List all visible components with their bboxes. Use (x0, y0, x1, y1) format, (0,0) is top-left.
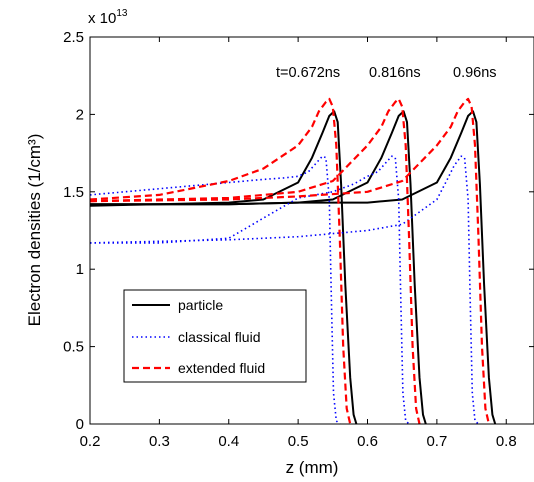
annotation-t3: 0.96ns (453, 65, 497, 81)
x-tick-label-4: 0.6 (357, 433, 378, 450)
annotation-t2: 0.816ns (369, 65, 421, 81)
y-multiplier-base: x 10 (88, 10, 116, 27)
series-classical-fluid-curve-0 (89, 155, 341, 425)
plot-area-frame (89, 36, 534, 425)
y-tick-label-3: 1.5 (63, 184, 84, 201)
y-axis-ticks: 0 0.5 1 1.5 2 2.5 (63, 29, 534, 433)
x-tick-label-2: 0.4 (218, 433, 239, 450)
plot-curves (89, 97, 497, 425)
legend: particle classical fluid extended fluid (123, 289, 307, 383)
series-particle-curve-2 (90, 110, 497, 425)
x-tick-label-6: 0.8 (496, 433, 517, 450)
annotation-t1: t=0.672ns (276, 65, 340, 81)
y-axis-label: Electron densities (1/cm³) (25, 134, 44, 327)
y-tick-label-1: 0.5 (63, 339, 84, 356)
series-extended-fluid-curve-1 (89, 97, 421, 425)
y-tick-label-0: 0 (76, 416, 84, 433)
x-axis-label: z (mm) (286, 458, 339, 477)
legend-label-extended-fluid: extended fluid (178, 360, 265, 376)
series-particle-curve-0 (90, 110, 358, 425)
y-tick-label-2: 1 (76, 261, 84, 278)
legend-label-classical-fluid: classical fluid (178, 329, 260, 345)
y-multiplier-exponent: 13 (116, 8, 128, 19)
x-axis-ticks: 0.2 0.3 0.4 0.5 0.6 0.7 0.8 (80, 37, 517, 450)
legend-label-particle: particle (178, 297, 223, 313)
x-tick-label-0: 0.2 (80, 433, 101, 450)
y-tick-label-4: 2 (76, 106, 84, 123)
x-tick-label-5: 0.7 (426, 433, 447, 450)
series-extended-fluid-curve-2 (89, 97, 490, 425)
series-extended-fluid-curve-0 (89, 97, 352, 425)
x-tick-label-3: 0.5 (288, 433, 309, 450)
y-multiplier: x 1013 (88, 8, 128, 27)
y-tick-label-5: 2.5 (63, 29, 84, 46)
series-classical-fluid-curve-1 (90, 155, 410, 425)
x-tick-label-1: 0.3 (149, 433, 170, 450)
